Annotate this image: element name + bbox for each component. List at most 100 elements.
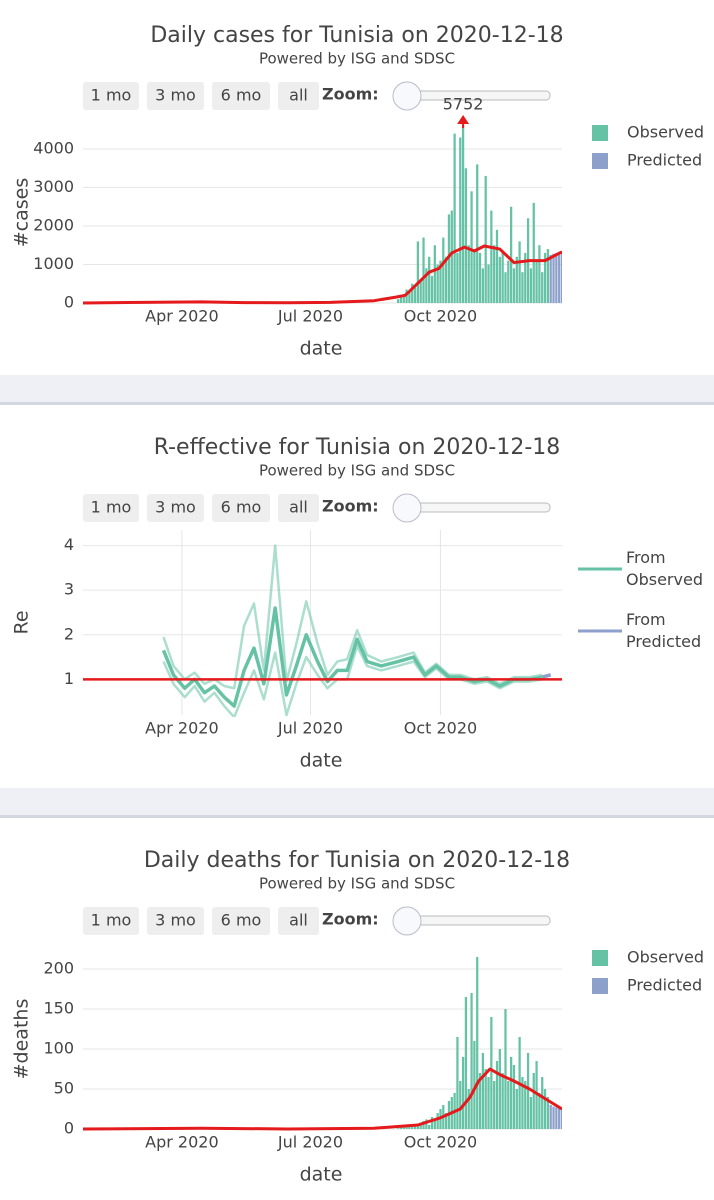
button-label[interactable]: all <box>289 911 308 930</box>
y-axis-title: #deaths <box>11 999 33 1080</box>
button-label[interactable]: all <box>289 498 308 517</box>
bar <box>515 1089 518 1129</box>
x-axis-title: date <box>300 750 343 772</box>
button-bg[interactable] <box>147 907 204 935</box>
y-tick-label: 150 <box>43 999 74 1018</box>
y-tick-label: 1 <box>64 669 74 688</box>
line <box>161 606 543 708</box>
y-tick-label: 100 <box>43 1039 74 1058</box>
range-button[interactable]: 1 mo <box>83 82 139 110</box>
bar <box>490 210 493 303</box>
bar <box>546 249 550 303</box>
legend-label-box[interactable]: From Observed <box>626 547 714 595</box>
button-bg[interactable] <box>278 82 319 110</box>
y-tick-label: 2000 <box>33 215 74 234</box>
bar <box>416 241 420 303</box>
separator <box>0 375 714 405</box>
button-bg[interactable] <box>212 82 270 110</box>
bar <box>453 133 456 303</box>
legend-swatch[interactable] <box>592 978 608 994</box>
plot <box>83 957 562 1131</box>
range-button[interactable]: all <box>278 494 319 522</box>
range-button[interactable]: 3 mo <box>147 82 204 110</box>
bar <box>461 1057 465 1129</box>
bar <box>456 252 459 303</box>
separator-border <box>0 402 714 405</box>
y-tick-label: 3 <box>64 580 74 599</box>
bar <box>459 137 462 303</box>
range-button[interactable]: 1 mo <box>83 494 139 522</box>
range-button[interactable]: 3 mo <box>147 494 204 522</box>
button-bg[interactable] <box>147 82 204 110</box>
bar <box>425 268 428 303</box>
button-label[interactable]: 6 mo <box>221 911 262 930</box>
separator <box>0 788 714 818</box>
button-label[interactable]: 6 mo <box>221 86 262 105</box>
bar <box>487 1077 490 1129</box>
bar <box>515 256 518 303</box>
bar <box>529 1097 533 1129</box>
button-bg[interactable] <box>83 907 139 935</box>
range-button[interactable]: all <box>278 82 319 110</box>
button-bg[interactable] <box>278 907 319 935</box>
bar <box>512 1065 516 1129</box>
legend-swatch[interactable] <box>592 950 608 966</box>
bar <box>405 1126 408 1129</box>
button-label[interactable]: 1 mo <box>91 911 132 930</box>
slider-handle[interactable] <box>392 906 422 936</box>
range-button[interactable]: 6 mo <box>212 82 270 110</box>
button-bg[interactable] <box>212 494 270 522</box>
x-tick-label: Apr 2020 <box>145 1133 218 1152</box>
bar <box>473 1041 476 1129</box>
bar <box>439 260 442 303</box>
range-button[interactable]: 6 mo <box>212 907 270 935</box>
bar <box>461 120 465 303</box>
slider-track[interactable] <box>407 502 551 513</box>
bar <box>555 252 558 303</box>
bar <box>402 1127 405 1129</box>
legend-swatch[interactable] <box>592 153 608 169</box>
slider-track[interactable] <box>407 915 551 926</box>
legend-label[interactable]: Predicted <box>627 976 702 995</box>
bar <box>543 1089 547 1129</box>
y-tick-label: 4 <box>64 535 74 554</box>
bar <box>396 299 400 303</box>
bar <box>481 268 485 303</box>
range-button[interactable]: 3 mo <box>147 907 204 935</box>
legend-label[interactable]: Observed <box>627 123 704 142</box>
bar <box>538 245 541 303</box>
legend-label[interactable]: Predicted <box>627 151 702 170</box>
button-label[interactable]: 1 mo <box>91 86 132 105</box>
legend-swatch[interactable] <box>592 125 608 141</box>
bar <box>411 1126 414 1129</box>
button-bg[interactable] <box>83 82 139 110</box>
zoom-label: Zoom: <box>322 497 379 516</box>
button-bg[interactable] <box>212 907 270 935</box>
legend-label-box[interactable]: From Predicted <box>626 609 714 657</box>
button-bg[interactable] <box>147 494 204 522</box>
slider-handle[interactable] <box>392 493 422 523</box>
range-button[interactable]: all <box>278 907 319 935</box>
legend-label[interactable]: From Predicted <box>626 610 702 651</box>
bar <box>450 210 453 303</box>
button-bg[interactable] <box>83 494 139 522</box>
button-label[interactable]: 3 mo <box>155 86 196 105</box>
bar <box>495 229 499 303</box>
button-label[interactable]: 3 mo <box>155 498 196 517</box>
x-tick-label: Oct 2020 <box>404 307 477 326</box>
legend-label[interactable]: Observed <box>627 948 704 967</box>
button-label[interactable]: all <box>289 86 308 105</box>
bar <box>524 252 527 303</box>
bar <box>464 168 468 303</box>
y-tick-label: 1000 <box>33 254 74 273</box>
range-button[interactable]: 1 mo <box>83 907 139 935</box>
range-button[interactable]: 6 mo <box>212 494 270 522</box>
plot <box>83 120 562 305</box>
button-label[interactable]: 1 mo <box>91 498 132 517</box>
legend-label[interactable]: From Observed <box>626 548 703 589</box>
slider-handle[interactable] <box>392 81 422 111</box>
button-label[interactable]: 3 mo <box>155 911 196 930</box>
bar <box>425 1119 428 1129</box>
button-label[interactable]: 6 mo <box>221 498 262 517</box>
button-bg[interactable] <box>278 494 319 522</box>
